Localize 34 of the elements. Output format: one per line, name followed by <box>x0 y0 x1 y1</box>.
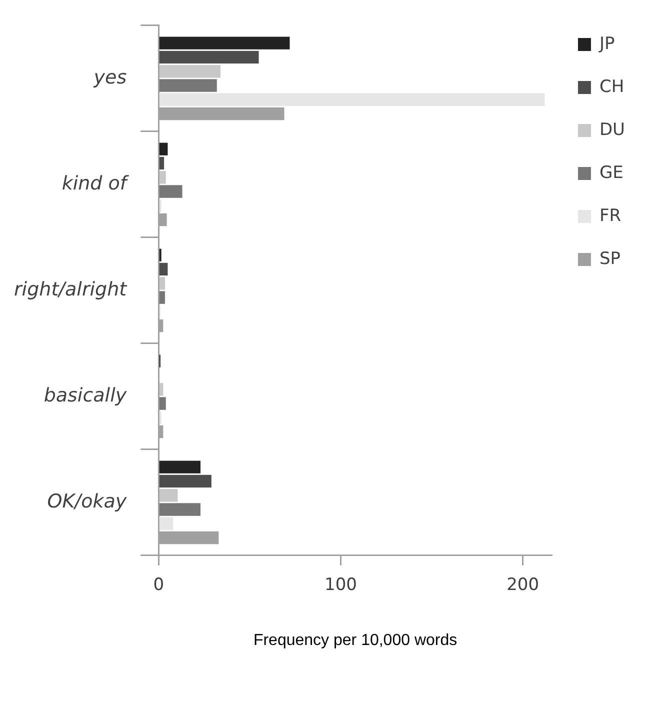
bar <box>159 488 178 502</box>
bar <box>159 50 259 64</box>
legend-label: FR <box>599 206 622 226</box>
bar <box>159 382 164 396</box>
legend-label: JP <box>598 34 615 54</box>
x-tick-label: 0 <box>153 575 164 596</box>
y-tick-label: OK/okay <box>47 490 128 512</box>
y-tick-label: basically <box>44 384 128 406</box>
x-tick-label: 200 <box>506 575 540 596</box>
y-tick-label: yes <box>92 66 127 88</box>
bar <box>159 460 200 474</box>
bar <box>159 64 221 78</box>
bar <box>159 262 168 276</box>
bar <box>159 291 165 304</box>
y-tick-label: kind of <box>62 172 130 194</box>
bar <box>159 156 164 170</box>
bar <box>159 503 200 516</box>
bar <box>159 276 165 290</box>
bar <box>159 517 174 530</box>
bar <box>159 397 166 410</box>
legend-label: SP <box>599 248 621 269</box>
bar <box>159 185 182 198</box>
legend-label: GE <box>599 162 624 183</box>
bar <box>159 93 545 106</box>
bar <box>159 79 217 92</box>
bar <box>159 170 166 184</box>
bar <box>159 36 290 50</box>
legend-label: DU <box>599 120 626 140</box>
legend-label: CH <box>599 76 624 97</box>
x-tick-label: 100 <box>324 575 357 596</box>
bar <box>159 474 212 488</box>
y-tick-label: right/alright <box>14 278 128 300</box>
bar <box>159 142 168 156</box>
x-axis-title: Frequency per 10,000 words <box>253 632 458 649</box>
